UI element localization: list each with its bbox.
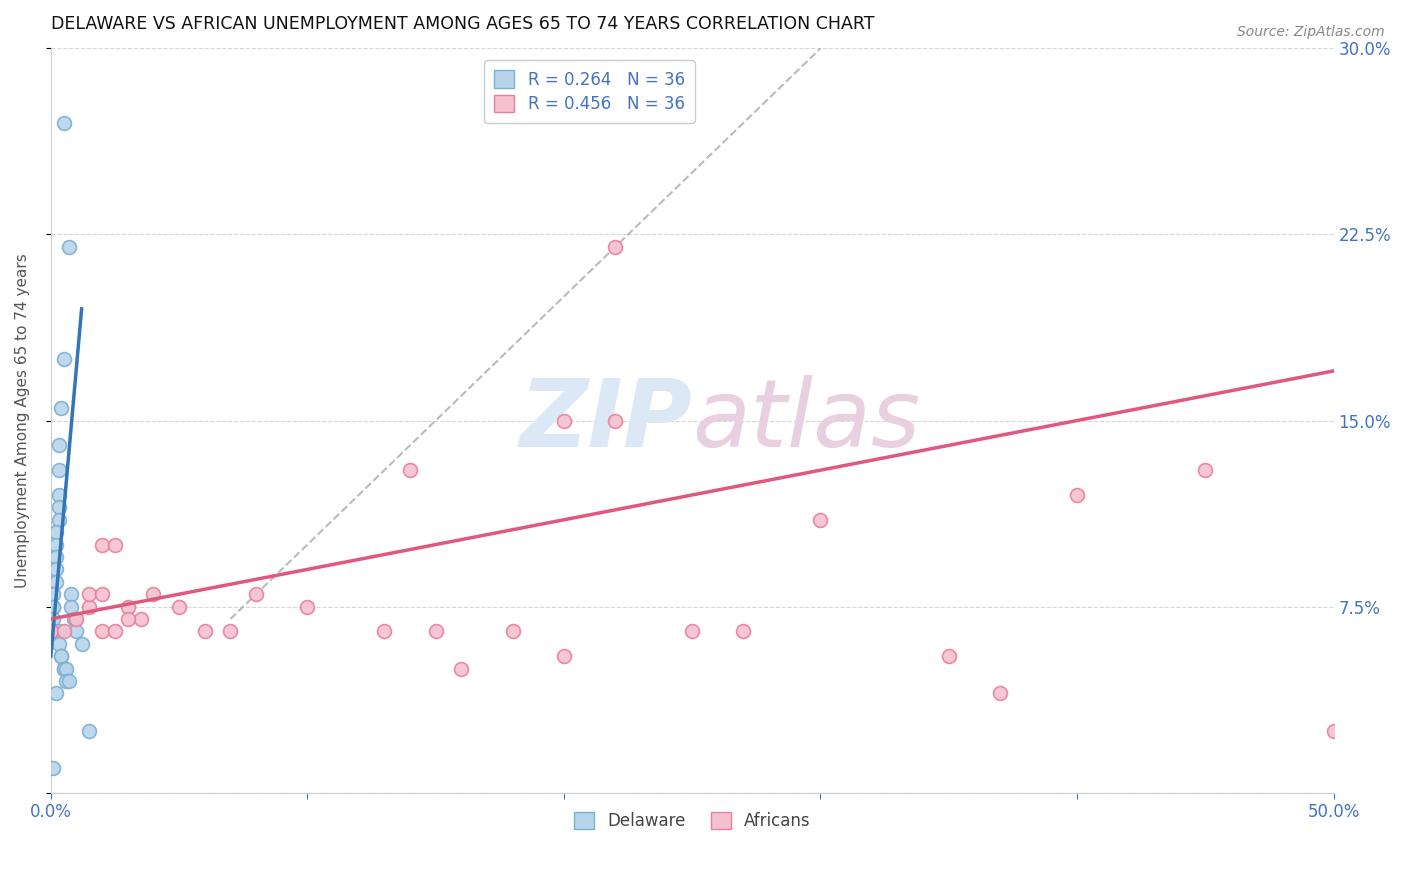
Point [45, 562, 67, 576]
Text: DELAWARE VS AFRICAN UNEMPLOYMENT AMONG AGES 65 TO 74 YEARS CORRELATION CHART: DELAWARE VS AFRICAN UNEMPLOYMENT AMONG A… [51, 15, 875, 33]
Point [1322, 723, 1344, 738]
Point [42, 599, 65, 614]
Point [65, 612, 87, 626]
Point [42, 624, 65, 639]
Point [48, 624, 70, 639]
Point [297, 599, 319, 614]
Point [553, 413, 575, 427]
Point [42, 587, 65, 601]
Point [52, 351, 75, 366]
Point [142, 587, 165, 601]
Point [988, 686, 1011, 700]
Point [52, 116, 75, 130]
Point [52, 662, 75, 676]
Point [63, 612, 86, 626]
Point [45, 574, 67, 589]
Point [52, 662, 75, 676]
Point [48, 438, 70, 452]
Point [55, 673, 77, 688]
Point [167, 599, 190, 614]
Point [1194, 463, 1216, 477]
Point [79, 723, 101, 738]
Point [450, 662, 472, 676]
Point [55, 662, 77, 676]
Point [1066, 488, 1088, 502]
Point [117, 599, 139, 614]
Point [70, 637, 93, 651]
Point [373, 624, 395, 639]
Point [48, 463, 70, 477]
Point [48, 488, 70, 502]
Point [39, 624, 62, 639]
Point [60, 599, 83, 614]
Point [49, 649, 72, 664]
Point [733, 624, 755, 639]
Point [58, 673, 80, 688]
Point [52, 624, 75, 639]
Point [58, 240, 80, 254]
Point [49, 649, 72, 664]
Point [399, 463, 422, 477]
Point [194, 624, 217, 639]
Point [91, 624, 114, 639]
Point [45, 538, 67, 552]
Point [45, 525, 67, 540]
Point [605, 413, 627, 427]
Point [65, 624, 87, 639]
Text: atlas: atlas [692, 375, 921, 466]
Point [48, 500, 70, 515]
Point [60, 587, 83, 601]
Y-axis label: Unemployment Among Ages 65 to 74 years: Unemployment Among Ages 65 to 74 years [15, 253, 30, 588]
Point [425, 624, 447, 639]
Point [104, 624, 127, 639]
Point [42, 612, 65, 626]
Point [91, 587, 114, 601]
Point [48, 513, 70, 527]
Point [219, 624, 242, 639]
Point [553, 649, 575, 664]
Point [129, 612, 152, 626]
Point [45, 549, 67, 564]
Legend: Delaware, Africans: Delaware, Africans [567, 805, 817, 837]
Point [42, 599, 65, 614]
Point [104, 538, 127, 552]
Point [91, 538, 114, 552]
Point [42, 761, 65, 775]
Point [49, 401, 72, 416]
Point [45, 686, 67, 700]
Point [502, 624, 524, 639]
Point [681, 624, 703, 639]
Text: ZIP: ZIP [519, 375, 692, 467]
Point [245, 587, 267, 601]
Point [79, 587, 101, 601]
Point [810, 513, 832, 527]
Point [117, 612, 139, 626]
Point [48, 637, 70, 651]
Point [605, 240, 627, 254]
Point [938, 649, 960, 664]
Point [79, 599, 101, 614]
Text: Source: ZipAtlas.com: Source: ZipAtlas.com [1237, 25, 1385, 39]
